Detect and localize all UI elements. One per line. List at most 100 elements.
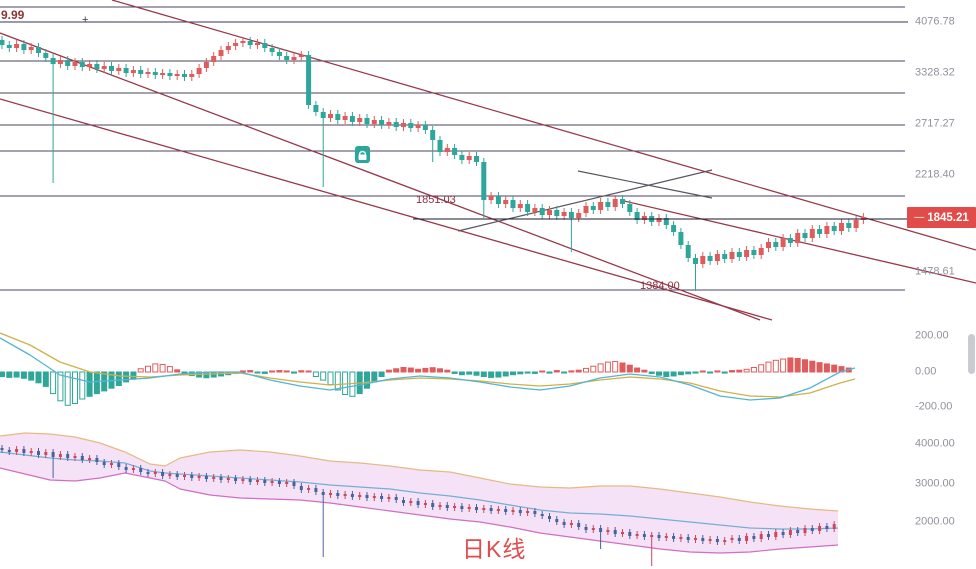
- candle: [276, 52, 282, 56]
- candle: [130, 70, 136, 73]
- mini-candle: [548, 516, 551, 519]
- candle: [839, 223, 844, 231]
- candle: [247, 41, 253, 45]
- macd-bar: [364, 371, 370, 389]
- mini-candle: [759, 534, 763, 539]
- hline-price-label[interactable]: 1851.03: [416, 194, 456, 206]
- macd-bar: [305, 370, 312, 373]
- mini-candle: [460, 506, 464, 509]
- y-axis-label: -200.00: [915, 400, 953, 413]
- macd-bar: [115, 371, 122, 386]
- candle: [87, 64, 93, 67]
- mini-candle: [445, 505, 449, 508]
- mini-candle: [686, 537, 690, 540]
- macd-bar: [451, 371, 458, 374]
- candle: [554, 210, 560, 216]
- candle: [503, 200, 509, 204]
- alert-line-price-label[interactable]: 9.99: [1, 8, 25, 22]
- mini-candle: [832, 524, 836, 529]
- mini-candle: [66, 454, 70, 458]
- trend-channel-line[interactable]: [111, 0, 976, 251]
- candle: [539, 208, 545, 215]
- mini-candle: [131, 468, 135, 470]
- candle: [452, 148, 458, 155]
- y-axis-label: 2218.40: [915, 168, 955, 181]
- macd-bar: [86, 371, 93, 397]
- mini-candle: [212, 477, 216, 479]
- mini-candle: [380, 496, 384, 499]
- macd-bar: [130, 371, 137, 380]
- macd-bar: [750, 367, 757, 373]
- wedge-trend-line[interactable]: [577, 170, 713, 199]
- macd-bar: [422, 367, 429, 373]
- mini-candle: [752, 536, 756, 539]
- macd-bar: [823, 363, 830, 373]
- mini-candle: [694, 538, 697, 540]
- candle: [824, 226, 830, 234]
- mini-candle: [124, 467, 128, 470]
- y-axis-label: 1478.61: [915, 265, 955, 278]
- mini-candle: [569, 523, 573, 525]
- macd-bar: [429, 367, 436, 373]
- mini-candle: [635, 534, 639, 536]
- candle: [736, 252, 742, 257]
- candle: [386, 122, 392, 125]
- trend-channel-line[interactable]: [0, 32, 761, 321]
- dea-line: [0, 332, 856, 398]
- mini-candle: [204, 476, 208, 479]
- candle: [634, 212, 640, 220]
- candle: [21, 44, 27, 50]
- candle: [349, 116, 355, 122]
- candle: [94, 64, 100, 69]
- macd-bar: [64, 371, 71, 406]
- macd-bar: [648, 371, 655, 374]
- macd-bar: [524, 371, 531, 374]
- mini-candle: [788, 530, 792, 535]
- mini-candle: [248, 479, 252, 482]
- macd-bar: [656, 371, 662, 376]
- candle: [255, 43, 260, 45]
- mini-candle: [117, 463, 121, 467]
- mini-candle: [139, 468, 143, 472]
- candle: [211, 56, 217, 62]
- candle: [225, 46, 231, 50]
- candle: [751, 250, 757, 255]
- candle: [495, 196, 501, 204]
- alert-line-handle-icon[interactable]: +: [82, 14, 89, 26]
- trend-channel-line[interactable]: [0, 98, 773, 321]
- mini-candle: [591, 528, 595, 530]
- mini-candle: [110, 463, 113, 465]
- candle: [240, 41, 246, 43]
- macd-bar: [79, 371, 86, 400]
- mini-candle: [438, 505, 442, 507]
- mini-candle: [810, 528, 814, 531]
- macd-bar: [371, 371, 378, 383]
- lock-marker-icon[interactable]: [355, 146, 370, 163]
- last-price-badge[interactable]: — 1845.21: [907, 207, 976, 228]
- mini-candle: [540, 514, 544, 516]
- scrollbar-thumb[interactable]: [968, 334, 975, 374]
- mini-candle: [80, 456, 84, 460]
- candle: [371, 120, 377, 124]
- mini-candle: [453, 506, 457, 508]
- mini-candle: [796, 530, 800, 533]
- candle: [430, 130, 436, 140]
- mini-candle: [219, 477, 223, 480]
- candle: [656, 218, 662, 222]
- macd-bar: [57, 371, 64, 402]
- mini-candle: [423, 503, 427, 505]
- candle: [561, 212, 567, 216]
- mini-candle: [307, 488, 311, 490]
- macd-bar: [612, 361, 619, 373]
- mini-candle: [402, 500, 405, 503]
- mini-candle: [672, 536, 676, 539]
- candle: [627, 204, 633, 212]
- wedge-trend-line[interactable]: [457, 169, 713, 232]
- macd-bar: [699, 370, 706, 373]
- dif-line: [0, 337, 856, 401]
- chart-watermark-daily-kline: 日K线: [462, 536, 527, 562]
- mini-candle: [642, 534, 646, 537]
- macd-bar: [787, 357, 794, 373]
- mini-candle: [628, 532, 632, 536]
